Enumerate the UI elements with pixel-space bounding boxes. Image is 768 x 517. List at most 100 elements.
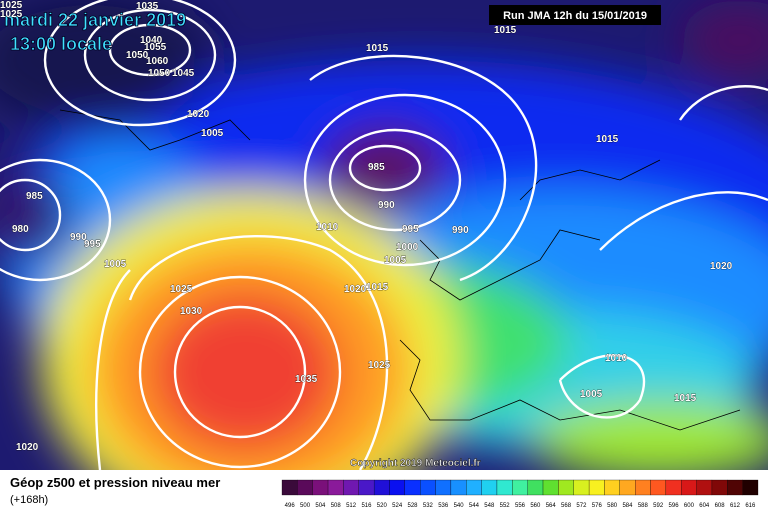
map-subtitle: 13:00 locale xyxy=(10,34,112,54)
colorbar-swatch xyxy=(420,479,436,496)
isobar-label: 1035 xyxy=(136,1,159,12)
colorbar-swatch xyxy=(496,479,513,496)
colorbar-swatch xyxy=(312,479,329,496)
colorbar-label: 596 xyxy=(669,503,680,509)
isobar-label: 1020 xyxy=(344,284,367,295)
isobar-label: 1050 xyxy=(148,68,171,79)
isobar-label: 1025 xyxy=(170,284,193,295)
colorbar-swatch xyxy=(681,479,697,496)
colorbar-label: 516 xyxy=(361,503,372,509)
legend-lead: (+168h) xyxy=(10,494,48,506)
isobar-label: 1020 xyxy=(187,109,210,120)
colorbar-label: 564 xyxy=(546,503,557,509)
isobar-label: 1005 xyxy=(384,255,407,266)
isobar-label: 1005 xyxy=(201,128,224,139)
isobar-label: 1015 xyxy=(494,25,517,36)
map-title: mardi 22 janvier 2019 xyxy=(4,10,186,30)
isobars xyxy=(0,0,768,471)
colorbar-swatch xyxy=(727,479,743,496)
colorbar-swatch xyxy=(281,479,298,496)
colorbar-swatch xyxy=(650,479,667,496)
colorbar-label: 608 xyxy=(715,503,726,509)
colorbar-label: 588 xyxy=(638,503,649,509)
isobar-label: 1020 xyxy=(710,261,733,272)
colorbar-label: 616 xyxy=(745,503,756,509)
isobar-label: 1020 xyxy=(16,442,39,453)
colorbar-swatch xyxy=(635,479,651,496)
colorbar-label: 592 xyxy=(653,503,664,509)
isobar-label: 1045 xyxy=(172,68,195,79)
colorbar-label: 540 xyxy=(454,503,465,509)
colorbar-label: 556 xyxy=(515,503,526,509)
colorbar-label: 584 xyxy=(622,503,633,509)
isobar-label: 1005 xyxy=(580,389,603,400)
isobar-label: 990 xyxy=(378,200,395,211)
colorbar-swatch xyxy=(619,479,636,496)
colorbar-label: 528 xyxy=(408,503,419,509)
colorbar-swatch xyxy=(481,479,498,496)
colorbar-label: 572 xyxy=(576,503,587,509)
isobar-label: 985 xyxy=(368,162,385,173)
isobar-label: 985 xyxy=(26,191,43,202)
colorbar-swatch xyxy=(512,479,528,496)
isobar-label: 1010 xyxy=(605,353,628,364)
colorbar-swatch xyxy=(711,479,728,496)
isobar-label: 1015 xyxy=(674,393,697,404)
colorbar-label: 552 xyxy=(500,503,511,509)
colorbar-label: 548 xyxy=(484,503,495,509)
colorbar-swatch xyxy=(358,479,375,496)
colorbar-swatch xyxy=(435,479,452,496)
colorbar-label: 544 xyxy=(469,503,480,509)
colorbar-label: 604 xyxy=(699,503,710,509)
isobar-label: 1050 xyxy=(126,50,149,61)
isobar-label: 1055 xyxy=(144,42,167,53)
isobar-label: 1035 xyxy=(295,374,318,385)
isobar-label: 1015 xyxy=(366,43,389,54)
colorbar-swatch xyxy=(665,479,682,496)
colorbar-swatch xyxy=(327,479,344,496)
isobar-label: 1040 xyxy=(140,35,163,46)
colorbar-label: 532 xyxy=(423,503,434,509)
colorbar-swatch xyxy=(389,479,405,496)
isobar-label: 1000 xyxy=(396,242,419,253)
isobar-label: 995 xyxy=(402,224,419,235)
run-box xyxy=(489,5,661,25)
copyright: Copyright 2019 Meteociel.fr xyxy=(350,458,481,469)
colorbar-swatch xyxy=(297,479,313,496)
colorbar-swatch xyxy=(404,479,421,496)
colorbar-swatch xyxy=(527,479,544,496)
isobar-label: 980 xyxy=(12,224,29,235)
colorbar-label: 520 xyxy=(377,503,388,509)
colorbar-swatch xyxy=(742,479,759,496)
colorbar-label: 500 xyxy=(300,503,311,509)
colorbar-swatch xyxy=(696,479,713,496)
isobar-label: 1060 xyxy=(146,56,169,67)
isobar-label: 1025 xyxy=(368,360,391,371)
colorbar-label: 560 xyxy=(530,503,541,509)
colorbar-label: 496 xyxy=(285,503,296,509)
isobar-label: 1015 xyxy=(596,134,619,145)
colorbar-label: 536 xyxy=(438,503,449,509)
isobar-label: 1025 xyxy=(0,0,23,11)
colorbar-swatch xyxy=(588,479,605,496)
colorbar-swatch xyxy=(450,479,467,496)
isobar-label: 1005 xyxy=(104,259,127,270)
colorbar-label: 612 xyxy=(730,503,741,509)
colorbar-swatch xyxy=(542,479,559,496)
colorbar-label: 600 xyxy=(684,503,695,509)
isobar-label: 995 xyxy=(84,239,101,250)
colorbar-label: 568 xyxy=(561,503,572,509)
colorbar-label: 524 xyxy=(392,503,403,509)
legend-title: Géop z500 et pression niveau mer xyxy=(10,475,220,490)
isobar-label: 1015 xyxy=(366,282,389,293)
colorbar-swatch xyxy=(604,479,620,496)
colorbar-label: 504 xyxy=(315,503,326,509)
colorbar-swatch xyxy=(466,479,482,496)
colorbar-label: 580 xyxy=(607,503,618,509)
colorbar-label: 508 xyxy=(331,503,342,509)
colorbar-swatch xyxy=(558,479,574,496)
colorbar-swatch xyxy=(343,479,359,496)
run-label: Run JMA 12h du 15/01/2019 xyxy=(503,10,647,22)
colorbar-swatch xyxy=(373,479,390,496)
